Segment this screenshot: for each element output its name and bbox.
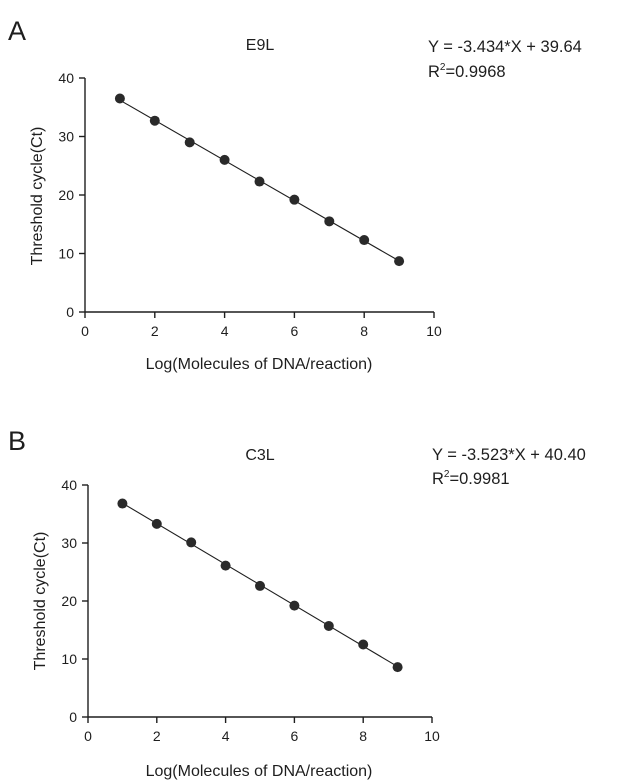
panel-a-data-point bbox=[289, 194, 300, 205]
panel-a-data-point bbox=[394, 256, 405, 267]
panel-a-y-tick-label: 20 bbox=[58, 187, 74, 203]
panel-a-x-tick-label: 2 bbox=[151, 323, 159, 339]
panel-a-x-tick-label: 4 bbox=[221, 323, 229, 339]
panel-b-r2-prefix: R bbox=[432, 470, 444, 488]
panel-a-r2-value: =0.9968 bbox=[445, 63, 505, 81]
panel-a-data-point bbox=[324, 216, 335, 227]
panel-b-data-point bbox=[323, 620, 334, 631]
panel-a-data-point bbox=[149, 115, 160, 126]
panel-b-x-axis-label: Log(Molecules of DNA/reaction) bbox=[146, 763, 373, 780]
panel-b-data-point bbox=[117, 498, 128, 509]
panel-a-x-tick-label: 6 bbox=[291, 323, 299, 339]
panel-a-y-tick-label: 0 bbox=[66, 304, 74, 320]
panel-a-r2-prefix: R bbox=[428, 63, 440, 81]
panel-a-data-point bbox=[219, 154, 230, 165]
panel-b-x-tick-label: 0 bbox=[84, 728, 92, 744]
panel-a-data-point bbox=[184, 137, 195, 148]
panel-b-data-point bbox=[255, 580, 265, 591]
panel-b-y-tick-label: 20 bbox=[61, 593, 77, 609]
panel-b-data-point bbox=[392, 662, 403, 673]
panel-b-x-tick-label: 4 bbox=[222, 728, 230, 744]
panel-b-data-point bbox=[358, 639, 369, 650]
panel-b-y-tick-label: 0 bbox=[69, 709, 77, 725]
panel-b-y-tick-label: 40 bbox=[61, 477, 77, 493]
panel-a-x-tick-label: 10 bbox=[426, 323, 442, 339]
panel-b-x-tick-label: 10 bbox=[424, 728, 440, 744]
panel-b: B C3L Y = -3.523*X + 40.40 R2=0.9981 010… bbox=[8, 426, 586, 780]
panel-a-x-tick-label: 0 bbox=[81, 323, 89, 339]
panel-a-x-axis-label: Log(Molecules of DNA/reaction) bbox=[146, 356, 373, 373]
panel-a-letter: A bbox=[8, 16, 26, 46]
panel-a-data-point bbox=[254, 176, 265, 187]
panel-b-x-tick-label: 2 bbox=[153, 728, 161, 744]
panel-b-data-point bbox=[186, 537, 197, 548]
panel-b-r-squared: R2=0.9981 bbox=[432, 469, 510, 488]
panel-a-r-squared: R2=0.9968 bbox=[428, 62, 506, 81]
panel-a-y-axis-label: Threshold cycle(Ct) bbox=[29, 127, 46, 266]
panel-a-equation: Y = -3.434*X + 39.64 bbox=[428, 38, 582, 56]
panel-a-r2-superscript: 2 bbox=[440, 62, 446, 73]
panel-b-equation: Y = -3.523*X + 40.40 bbox=[432, 446, 586, 464]
panel-a-x-tick-label: 8 bbox=[360, 323, 368, 339]
panel-a-y-tick-label: 10 bbox=[58, 246, 74, 262]
panel-b-r2-value: =0.9981 bbox=[449, 470, 509, 488]
panel-a-data-point bbox=[359, 235, 370, 246]
panel-b-y-tick-label: 30 bbox=[61, 535, 77, 551]
panel-a-y-tick-label: 40 bbox=[58, 70, 74, 86]
panel-a-plot: 0 10 20 30 40 0 2 4 6 8 10 bbox=[58, 70, 442, 339]
panel-a-y-tick-label: 30 bbox=[58, 129, 74, 145]
panel-b-plot: 0 10 20 30 40 0 2 4 6 8 10 bbox=[61, 477, 440, 744]
panel-b-letter: B bbox=[8, 426, 26, 456]
panel-b-y-axis-label: Threshold cycle(Ct) bbox=[32, 532, 49, 671]
panel-b-data-point bbox=[151, 518, 162, 529]
panel-b-y-tick-label: 10 bbox=[61, 651, 77, 667]
panel-a-title: E9L bbox=[246, 37, 275, 54]
panel-b-x-tick-label: 8 bbox=[359, 728, 367, 744]
panel-b-r2-superscript: 2 bbox=[444, 469, 450, 480]
panel-b-x-tick-label: 6 bbox=[291, 728, 299, 744]
panel-b-title: C3L bbox=[245, 447, 274, 464]
panel-b-data-point bbox=[289, 600, 300, 611]
panel-b-data-point bbox=[220, 560, 231, 571]
panel-a-data-point bbox=[114, 93, 125, 104]
panel-a: A E9L Y = -3.434*X + 39.64 R2=0.9968 010… bbox=[8, 16, 582, 373]
